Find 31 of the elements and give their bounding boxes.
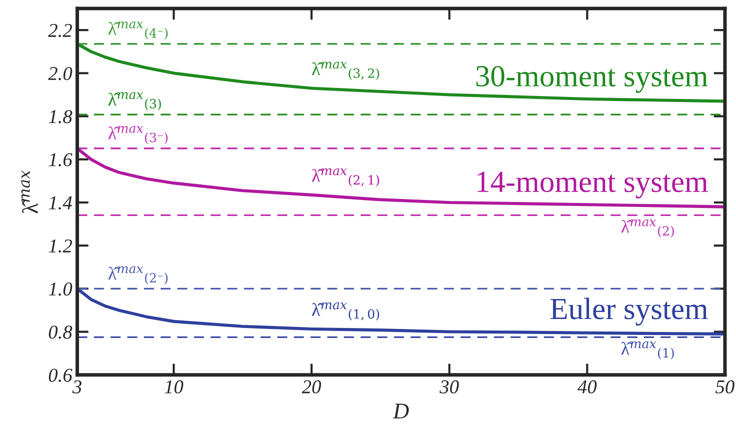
x-tick-label: 30 bbox=[440, 380, 459, 394]
ref-line-label: λ̂$^{max}$$_{(2⁻)}$ bbox=[108, 266, 168, 284]
y-tick-label: 2.2 bbox=[48, 24, 72, 38]
ref-line-label: λ̂$^{max}$$_{(3)}$ bbox=[108, 92, 161, 110]
line-series bbox=[77, 146, 725, 208]
ref-line-label: λ̂$^{max}$$_{(2)}$ bbox=[621, 219, 674, 238]
x-tick-label: 20 bbox=[302, 380, 322, 394]
y-tick-label: 2.0 bbox=[48, 66, 72, 80]
x-tick-label: 10 bbox=[164, 380, 184, 394]
y-tick-label: 0.8 bbox=[48, 326, 72, 339]
series-label: 30-moment system bbox=[476, 66, 708, 93]
y-tick-label: 1.0 bbox=[48, 282, 72, 296]
annotation: λ̂$^{max}$$_{(1,0)}$ bbox=[312, 302, 380, 320]
line-series bbox=[77, 287, 725, 336]
annotation: λ̂$^{max}$$_{(3,2)}$ bbox=[312, 62, 380, 80]
ref-line-label: λ̂$^{max}$$_{(1)}$ bbox=[621, 341, 674, 360]
x-tick-label: 40 bbox=[577, 380, 597, 394]
y-tick-label: 1.2 bbox=[48, 239, 72, 253]
ref-line-label: λ̂$^{max}$$_{(4⁻)}$ bbox=[108, 21, 168, 40]
annotation: λ̂$^{max}$$_{(2,1)}$ bbox=[312, 168, 380, 186]
ref-line-label: λ̂$^{max}$$_{(3⁻)}$ bbox=[108, 126, 168, 144]
series-label: 14-moment system bbox=[478, 172, 708, 198]
x-tick-label: 50 bbox=[716, 380, 734, 394]
series-label: Euler system bbox=[550, 298, 708, 326]
y-axis-title: λ̂$^{max}$ bbox=[21, 170, 38, 214]
y-tick-label: 1.4 bbox=[48, 196, 72, 210]
y-tick-label: 0.6 bbox=[48, 368, 72, 382]
x-axis-title: D bbox=[392, 404, 409, 418]
x-tick-label: 3 bbox=[72, 380, 82, 394]
y-tick-label: 1.8 bbox=[48, 110, 72, 124]
y-tick-label: 1.6 bbox=[48, 153, 72, 166]
